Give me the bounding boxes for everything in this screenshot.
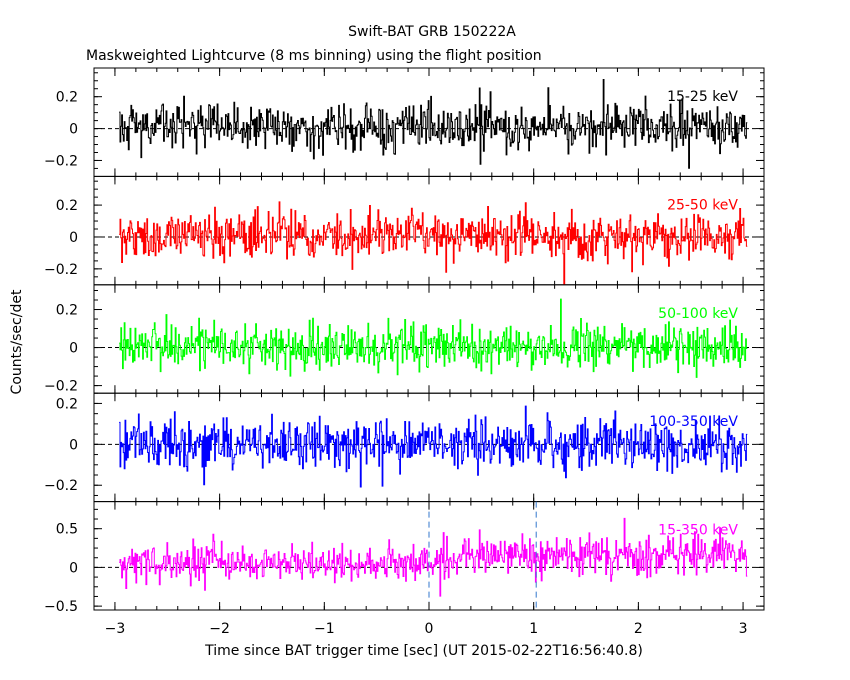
panel-15-350-kev: −0.5 0 0.5 15-350 keV	[44, 501, 765, 615]
y-tick-label: 0.5	[56, 522, 78, 538]
x-axis-label: Time since BAT trigger time [sec] (UT 20…	[204, 643, 643, 659]
x-tick-label: 2	[634, 621, 643, 637]
lightcurve-series	[119, 201, 748, 285]
y-tick-label: −0.2	[44, 478, 78, 494]
panel-100-350-kev: −0.2 0 0.2 100-350 keV	[44, 392, 765, 503]
x-tick-label: 1	[529, 621, 538, 637]
y-tick-label: −0.5	[44, 599, 78, 615]
x-tick-label: −3	[105, 621, 126, 637]
panel-band-label: 15-350 keV	[658, 523, 738, 539]
chart-title: Swift-BAT GRB 150222A	[348, 24, 516, 40]
panel-band-label: 15-25 keV	[667, 89, 738, 105]
x-tick-label: 3	[739, 621, 748, 637]
y-tick-label: −0.2	[44, 153, 78, 169]
y-tick-label: −0.2	[44, 379, 78, 395]
y-tick-label: 0.2	[56, 90, 78, 106]
y-tick-label: 0	[69, 437, 78, 453]
y-axis-label: Counts/sec/det	[9, 289, 25, 394]
x-tick-label: −2	[209, 621, 230, 637]
y-tick-label: 0	[69, 560, 78, 576]
panel-15-25-kev: −0.2 0 0.2 15-25 keV	[44, 67, 765, 177]
y-tick-label: 0	[69, 230, 78, 246]
panel-band-label: 50-100 keV	[658, 306, 738, 322]
panels-group: −0.2 0 0.2 15-25 keV −0.2 0 0.2 25-50 keV −0.2 0 0…	[44, 67, 765, 615]
y-tick-label: −0.2	[44, 262, 78, 278]
y-tick-label: 0	[69, 341, 78, 357]
lightcurve-series	[119, 79, 748, 169]
panel-band-label: 100-350 keV	[649, 414, 738, 430]
panel-band-label: 25-50 keV	[667, 197, 738, 213]
chart-subtitle: Maskweighted Lightcurve (8 ms binning) u…	[86, 48, 542, 64]
lightcurve-series	[119, 517, 748, 597]
y-tick-label: 0.2	[56, 303, 78, 319]
y-tick-label: 0.2	[56, 198, 78, 214]
lightcurve-series	[119, 405, 748, 488]
y-tick-label: 0.2	[56, 396, 78, 412]
x-axis: −3 −2 −1 0 1 2 3	[105, 621, 748, 637]
y-tick-label: 0	[69, 122, 78, 138]
panel-25-50-kev: −0.2 0 0.2 25-50 keV	[44, 175, 765, 286]
panel-50-100-kev: −0.2 0 0.2 50-100 keV	[44, 284, 765, 395]
x-tick-label: −1	[314, 621, 335, 637]
lightcurve-series	[119, 298, 748, 378]
x-tick-label: 0	[425, 621, 434, 637]
